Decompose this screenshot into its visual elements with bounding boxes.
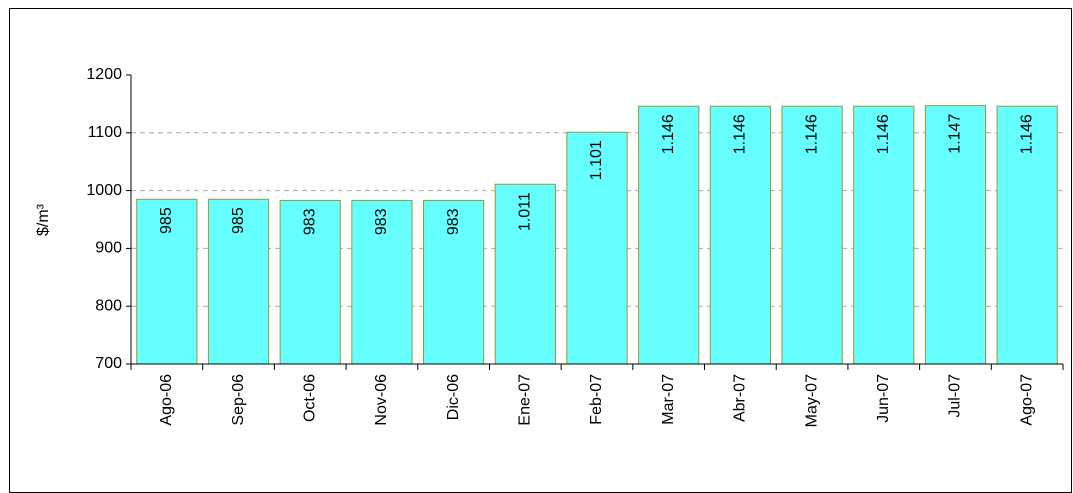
bar <box>566 131 628 365</box>
x-tick-label: Abr-07 <box>732 374 749 422</box>
x-tick-label: Ago-07 <box>1018 374 1035 426</box>
y-tick-label: 1000 <box>86 182 122 199</box>
bar <box>853 105 915 365</box>
y-tick-label: 1100 <box>88 124 123 141</box>
x-tick-label: Sep-06 <box>230 374 247 426</box>
data-label: 983 <box>301 208 318 235</box>
x-tick-label: Oct-06 <box>301 374 318 422</box>
bar <box>136 198 198 365</box>
x-tick-label: Nov-06 <box>373 374 390 426</box>
data-label: 1.011 <box>517 192 534 231</box>
x-tick-label: Jun-07 <box>875 374 892 423</box>
data-label: 1.101 <box>588 140 605 180</box>
y-tick-label: 800 <box>95 297 122 314</box>
data-label: 985 <box>158 207 175 234</box>
data-label: 1.146 <box>803 114 820 154</box>
bar <box>638 105 700 365</box>
bar <box>781 105 843 365</box>
x-tick-label: Ene-07 <box>517 374 534 426</box>
data-label: 1.146 <box>660 114 677 154</box>
y-tick-label: 1200 <box>86 66 122 83</box>
x-tick-label: Feb-07 <box>588 374 605 425</box>
x-tick-label: Dic-06 <box>445 374 462 420</box>
bar <box>279 199 341 365</box>
data-label: 983 <box>445 208 462 235</box>
y-tick-label: 700 <box>95 355 122 372</box>
x-tick-label: Mar-07 <box>660 374 677 425</box>
x-tick-label: May-07 <box>803 374 820 427</box>
data-label: 983 <box>373 208 390 235</box>
data-label: 1.146 <box>1018 114 1035 154</box>
bar <box>207 198 270 365</box>
data-label: 1.146 <box>875 114 892 154</box>
bar <box>423 199 485 365</box>
bar <box>996 105 1058 365</box>
y-axis-title: $/m³ <box>35 203 52 236</box>
bar <box>924 105 987 365</box>
data-label: 1.146 <box>732 114 749 154</box>
y-tick-label: 900 <box>95 240 122 257</box>
data-label: 1.147 <box>947 114 964 154</box>
x-tick-label: Jul-07 <box>947 374 964 418</box>
bar <box>709 105 771 365</box>
data-label: 985 <box>230 207 247 234</box>
x-tick-label: Ago-06 <box>158 374 175 426</box>
